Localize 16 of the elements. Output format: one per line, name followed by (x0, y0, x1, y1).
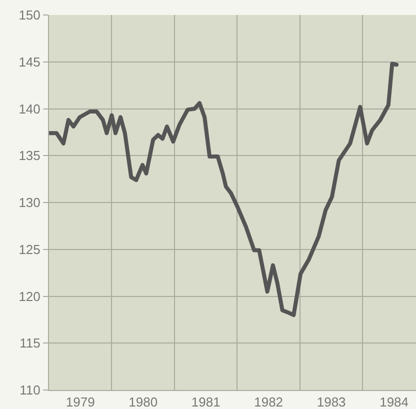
y-tick-label: 110 (20, 382, 40, 398)
x-tick-label: 1981 (191, 394, 220, 409)
y-tick-label: 135 (18, 148, 40, 164)
y-tick-label: 120 (18, 288, 40, 304)
y-tick-label: 140 (18, 101, 40, 116)
y-tick-label: 125 (18, 242, 40, 257)
y-tick-label: 150 (18, 8, 40, 23)
x-tick-label: 1982 (254, 394, 284, 409)
x-tick-label: 1983 (316, 394, 346, 409)
x-tick-label: 1980 (128, 394, 158, 409)
line-series (49, 62, 399, 317)
y-tick-label: 145 (18, 54, 40, 70)
y-tick-label: 130 (18, 195, 40, 210)
x-tick-label: 1979 (66, 394, 95, 409)
y-tick-label: 115 (20, 336, 40, 351)
x-tick-label: 1984 (380, 394, 408, 409)
